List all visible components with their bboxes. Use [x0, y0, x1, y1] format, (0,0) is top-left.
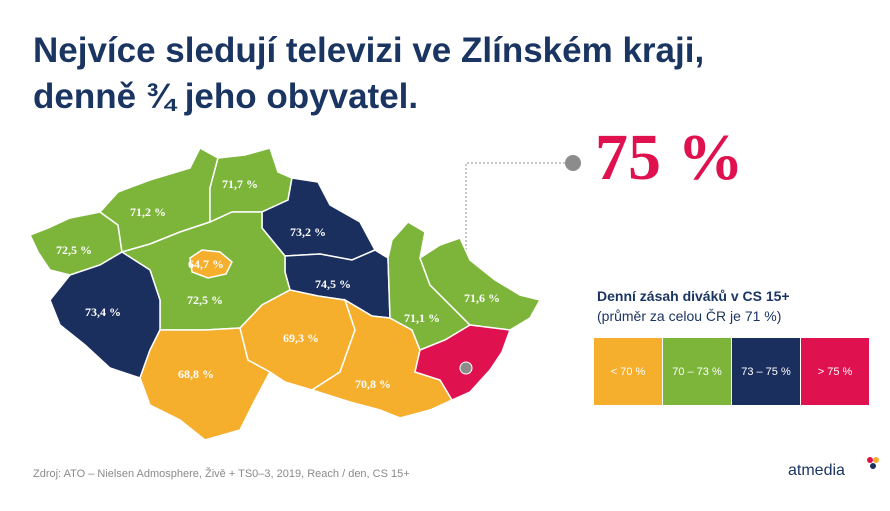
highlight-value: 75 % [595, 121, 744, 194]
title-line-1: Nejvíce sledují televizi ve Zlínském kra… [33, 31, 705, 70]
page-title: Nejvíce sledují televizi ve Zlínském kra… [33, 28, 793, 120]
legend-item-73-75: 73 – 75 % [732, 338, 801, 405]
label-karlovarsky: 72,5 % [56, 243, 92, 257]
atmedia-logo: atmedia [788, 457, 879, 480]
label-pardubicky: 74,5 % [315, 277, 351, 291]
label-jihocesky: 68,8 % [178, 367, 214, 381]
label-liberecky: 71,7 % [222, 177, 258, 191]
zlin-marker [459, 361, 473, 375]
label-moravskoslezsky: 71,6 % [464, 291, 500, 305]
label-jihomoravsky: 70,8 % [355, 377, 391, 391]
legend-title: Denní zásah diváků v CS 15+ [597, 288, 790, 304]
legend-subtitle: (průměr za celou ČR je 71 %) [597, 308, 782, 324]
legend-item-70-73: 70 – 73 % [663, 338, 732, 405]
legend: < 70 % 70 – 73 % 73 – 75 % > 75 % [594, 338, 870, 405]
label-vysocina: 69,3 % [283, 331, 319, 345]
label-kralovehradecky: 73,2 % [290, 225, 326, 239]
highlight-marker-dot [565, 155, 581, 171]
legend-item-below-70: < 70 % [594, 338, 663, 405]
label-plzensky: 73,4 % [85, 305, 121, 319]
logo-mark-icon [867, 457, 879, 469]
logo-text: atmedia [788, 462, 845, 479]
label-olomoucky: 71,1 % [404, 311, 440, 325]
label-stredocesky: 72,5 % [187, 293, 223, 307]
region-moravskoslezsky [419, 237, 542, 331]
label-praha: 64,7 % [188, 257, 224, 271]
title-line-2: denně ¾ jeho obyvatel. [33, 77, 419, 116]
label-ustecky: 71,2 % [130, 205, 166, 219]
region-zlinsky [414, 324, 512, 401]
legend-item-above-75: > 75 % [801, 338, 870, 405]
source-note: Zdroj: ATO – Nielsen Admosphere, Živě + … [33, 468, 410, 480]
region-praha [189, 249, 233, 279]
